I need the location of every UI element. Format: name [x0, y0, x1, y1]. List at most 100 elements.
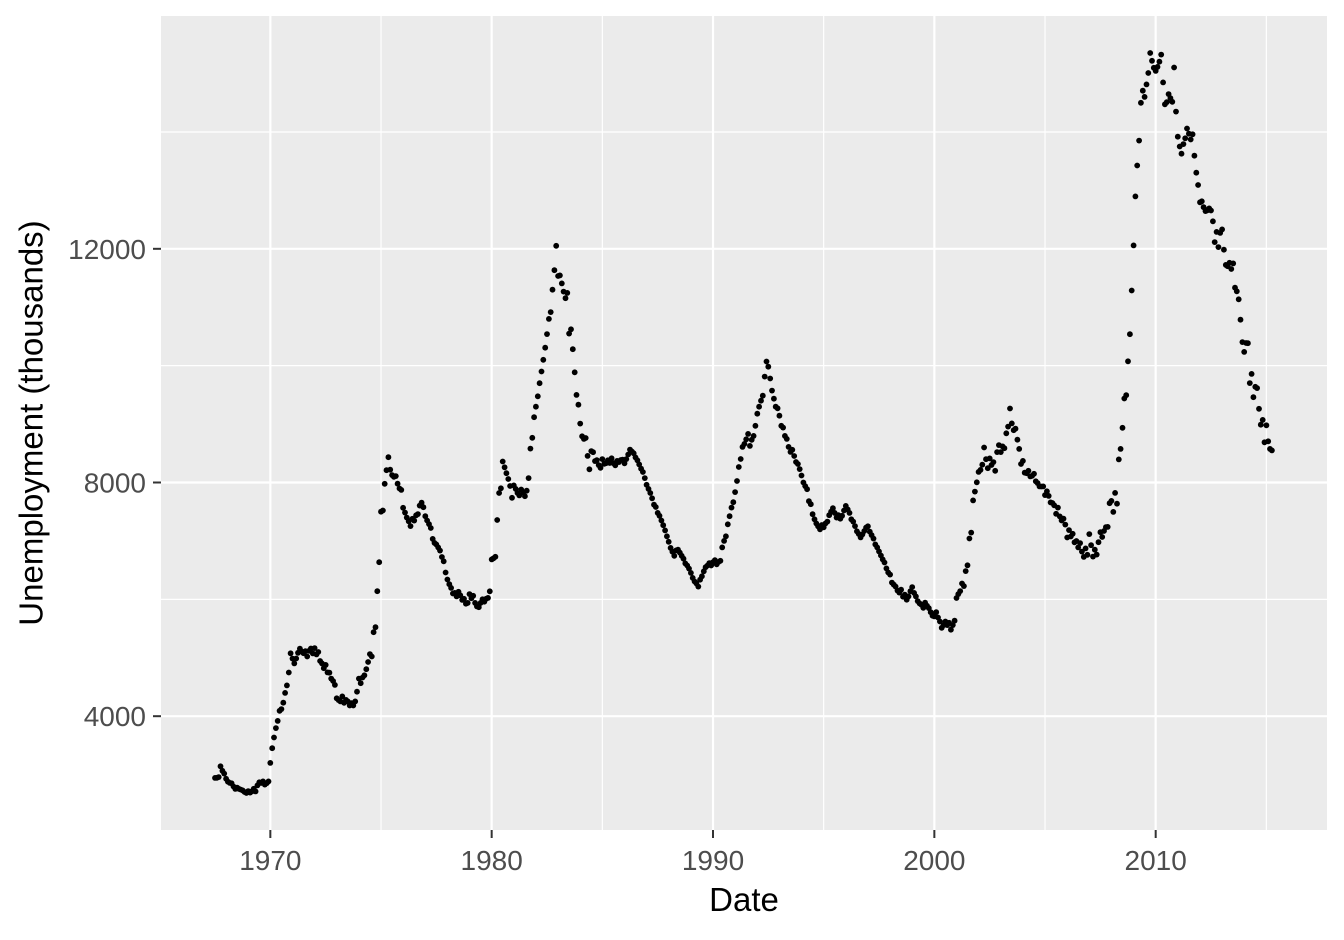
data-point	[363, 666, 370, 673]
data-point	[1139, 87, 1146, 94]
data-point	[586, 466, 593, 473]
data-point	[758, 397, 764, 404]
data-point	[291, 660, 298, 667]
data-point	[949, 622, 956, 628]
data-point	[850, 518, 857, 525]
data-point	[660, 522, 667, 529]
data-point	[734, 478, 740, 484]
data-point	[652, 504, 659, 510]
data-point	[485, 595, 491, 601]
data-point	[1117, 446, 1124, 452]
data-point	[461, 595, 467, 602]
data-point	[503, 470, 510, 477]
data-point	[1246, 380, 1253, 386]
data-point	[898, 586, 904, 593]
data-point	[647, 490, 654, 496]
data-point	[1265, 438, 1272, 445]
data-point	[215, 774, 222, 780]
data-point	[1104, 524, 1111, 530]
data-point	[357, 680, 364, 687]
data-point	[547, 309, 554, 315]
data-point	[339, 693, 346, 700]
data-point	[492, 553, 499, 560]
data-point	[1254, 385, 1260, 391]
data-point	[549, 286, 556, 293]
data-point	[726, 513, 733, 520]
data-point	[1044, 488, 1050, 495]
data-point	[1020, 458, 1026, 464]
data-point	[1088, 542, 1094, 549]
data-point	[623, 456, 630, 462]
data-point	[750, 433, 757, 439]
data-point	[273, 725, 279, 731]
data-point	[730, 499, 737, 506]
data-point	[361, 672, 368, 679]
data-point	[448, 585, 454, 591]
data-point	[728, 504, 735, 511]
data-point	[1198, 198, 1205, 205]
data-point	[398, 487, 405, 493]
data-point	[494, 517, 501, 523]
y-tick-label: 4000	[84, 701, 146, 732]
x-tick-label: 2010	[1125, 845, 1187, 876]
data-point	[1093, 551, 1100, 558]
data-point	[287, 650, 294, 657]
data-point	[1189, 131, 1196, 138]
data-point	[1171, 64, 1177, 71]
data-point	[505, 476, 512, 482]
data-point	[1219, 226, 1225, 233]
data-point	[774, 405, 781, 412]
data-point	[752, 422, 759, 429]
data-point	[721, 538, 727, 544]
data-point	[973, 479, 980, 486]
data-point	[376, 559, 383, 566]
data-point	[536, 380, 543, 387]
data-point	[1211, 239, 1218, 246]
data-point	[1143, 81, 1150, 88]
data-points	[212, 50, 1275, 796]
data-point	[499, 458, 506, 465]
x-tick-label: 2000	[903, 845, 965, 876]
data-point	[575, 401, 582, 408]
data-point	[796, 466, 803, 472]
data-point	[979, 461, 986, 468]
data-point	[1174, 133, 1181, 140]
data-point	[640, 469, 646, 475]
data-point	[865, 523, 871, 530]
data-point	[767, 375, 774, 382]
data-point	[951, 617, 958, 624]
x-tick-label: 1980	[461, 845, 523, 876]
data-point	[418, 499, 425, 506]
data-point	[662, 527, 668, 534]
data-point	[525, 475, 532, 481]
data-point	[948, 626, 954, 633]
data-point	[464, 600, 471, 606]
data-point	[1269, 447, 1275, 454]
data-point	[1014, 436, 1021, 443]
data-point	[641, 475, 648, 481]
data-point	[1221, 246, 1227, 253]
data-point	[735, 464, 742, 470]
data-point	[533, 403, 539, 410]
data-point	[551, 267, 558, 274]
data-point	[1257, 421, 1264, 428]
data-point	[1235, 296, 1242, 303]
data-point	[304, 653, 311, 660]
data-point	[381, 480, 388, 487]
data-point	[265, 778, 272, 785]
data-point	[789, 446, 796, 453]
data-point	[986, 455, 993, 462]
data-point	[584, 453, 591, 459]
data-point	[695, 583, 702, 590]
data-point	[809, 511, 816, 518]
data-point	[1160, 79, 1166, 86]
data-point	[1169, 98, 1176, 105]
data-point	[699, 573, 705, 580]
data-point	[1108, 498, 1115, 504]
data-point	[1132, 193, 1139, 200]
data-point	[394, 480, 401, 487]
data-point	[380, 507, 386, 514]
data-point	[795, 461, 801, 467]
data-point	[1250, 394, 1257, 401]
data-point	[385, 454, 392, 461]
